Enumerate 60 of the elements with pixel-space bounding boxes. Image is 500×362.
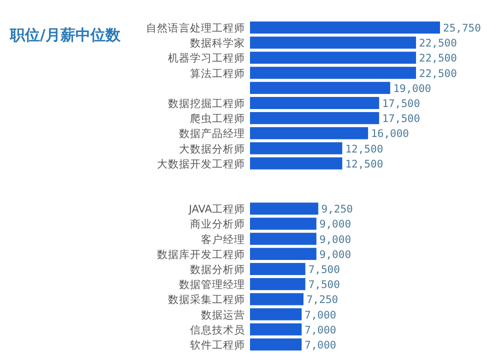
bar	[250, 142, 342, 154]
data-label: 7,000	[304, 339, 336, 352]
bar	[250, 157, 342, 170]
bar	[250, 127, 368, 140]
bar	[250, 248, 316, 260]
y-tick-label: 数据管理经理	[179, 279, 245, 292]
y-tick-label: 数据库开发工程师	[157, 248, 245, 261]
y-tick-label: 软件工程师	[190, 339, 245, 352]
y-tick-label: 数据挖掘工程师	[168, 97, 245, 110]
data-label: 7,500	[308, 264, 340, 276]
bar	[250, 66, 416, 79]
data-label: 25,750	[443, 22, 481, 35]
data-label: 17,500	[382, 113, 420, 126]
data-label: 9,000	[319, 234, 352, 246]
bar	[250, 202, 318, 215]
y-tick-label: 大数据开发工程师	[157, 157, 245, 170]
bar	[250, 82, 390, 94]
bar	[250, 293, 304, 306]
data-label: 7,250	[306, 294, 338, 306]
y-tick-label: 数据采集工程师	[168, 293, 245, 306]
y-tick-label: 数据产品经理	[179, 127, 245, 140]
y-tick-label: 爬虫工程师	[190, 112, 245, 126]
data-label: 7,000	[304, 309, 336, 322]
data-label: 9,000	[319, 248, 352, 261]
bar	[250, 338, 302, 350]
y-tick-label: 数据分析师	[190, 264, 245, 276]
bar	[250, 262, 306, 276]
y-tick-label: 信息技术员	[190, 323, 245, 336]
data-label: 17,500	[382, 98, 420, 110]
data-label: 12,500	[345, 143, 384, 156]
bar	[250, 112, 380, 124]
data-label: 22,500	[419, 68, 457, 80]
bar	[250, 52, 416, 64]
y-tick-label: 商业分析师	[190, 218, 245, 231]
data-label: 9,250	[321, 204, 353, 216]
data-label: 9,000	[319, 218, 352, 231]
y-tick-label: 数据运营	[201, 308, 245, 322]
bar	[250, 22, 440, 34]
y-tick-label: 自然语言处理工程师	[146, 22, 245, 35]
bar	[250, 308, 302, 320]
y-tick-label: 数据科学家	[190, 36, 245, 50]
bar	[250, 96, 380, 110]
data-label: 7,500	[308, 279, 340, 292]
bar	[250, 278, 306, 290]
data-label: 22,500	[419, 38, 457, 50]
bar	[250, 232, 316, 245]
y-tick-label: 客户经理	[201, 232, 245, 246]
bar	[250, 36, 416, 49]
data-label: 16,000	[371, 128, 409, 140]
data-label: 22,500	[419, 52, 457, 65]
y-tick-label: JAVA工程师	[188, 204, 245, 216]
data-label: 7,000	[304, 324, 336, 336]
data-label: 19,000	[393, 82, 432, 95]
y-tick-label: 算法工程师	[190, 66, 245, 80]
data-label: 12,500	[345, 158, 384, 170]
y-tick-label: 机器学习工程师	[168, 52, 245, 65]
text: 职位/月薪中位数	[9, 26, 122, 44]
bar	[250, 218, 316, 230]
bar	[250, 323, 302, 336]
y-tick-label: 大数据分析师	[179, 142, 245, 156]
